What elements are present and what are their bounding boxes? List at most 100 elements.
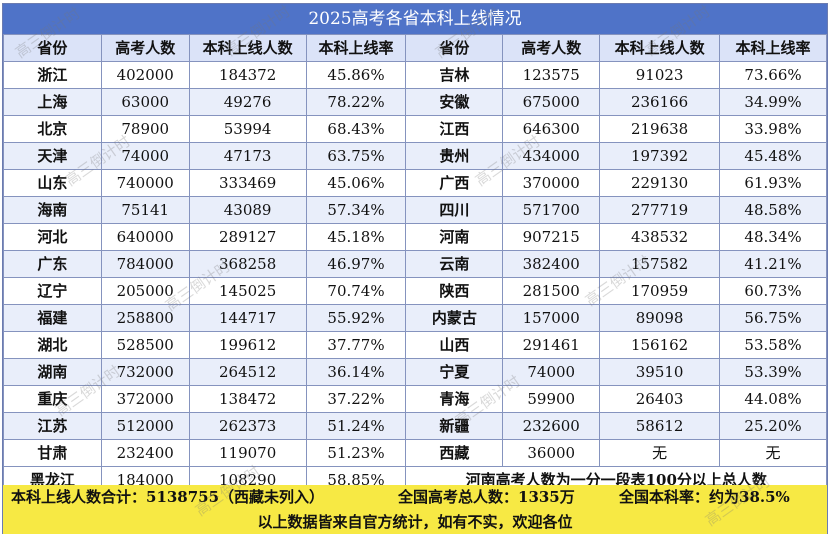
- header-row: 省份 高考人数 本科上线人数 本科上线率 省份 高考人数 本科上线人数 本科上线…: [3, 34, 827, 62]
- cell-candidates: 382400: [502, 250, 601, 278]
- cell-rate: 55.92%: [305, 304, 407, 332]
- cell-admitted: 219638: [599, 115, 721, 143]
- cell-rate: 36.14%: [305, 358, 407, 386]
- table-row: 湖南 732000 264512 36.14% 宁夏 74000 39510 53.39%: [3, 358, 827, 386]
- cell-province: 江苏: [3, 412, 102, 440]
- cell-province: 新疆: [405, 412, 504, 440]
- cell-province: 福建: [3, 304, 102, 332]
- cell-province: 四川: [405, 196, 504, 224]
- cell-province: 河北: [3, 223, 102, 251]
- cell-rate: 33.98%: [719, 115, 827, 143]
- cell-province: 山西: [405, 331, 504, 359]
- cell-candidates: 75141: [100, 196, 190, 224]
- cell-rate: 45.06%: [305, 169, 407, 197]
- cell-rate: 45.18%: [305, 223, 407, 251]
- table-row: 甘肃 232400 119070 51.23% 西藏 36000 无无: [3, 439, 827, 467]
- cell-candidates: 36000: [502, 439, 601, 467]
- col-header-rate: 本科上线率: [305, 34, 407, 62]
- cell-rate: 37.77%: [305, 331, 407, 359]
- cell-candidates: 434000: [502, 142, 601, 170]
- cell-province: 辽宁: [3, 277, 102, 305]
- cell-rate: 34.99%: [719, 88, 827, 116]
- cell-rate: 57.34%: [305, 196, 407, 224]
- cell-rate: 无: [719, 439, 827, 467]
- cell-province: 天津: [3, 142, 102, 170]
- cell-rate: 61.93%: [719, 169, 827, 197]
- cell-rate: 78.22%: [305, 88, 407, 116]
- cell-rate: 53.39%: [719, 358, 827, 386]
- cell-rate: 68.43%: [305, 115, 407, 143]
- cell-province: 宁夏: [405, 358, 504, 386]
- table-row: 海南 75141 43089 57.34% 四川 571700 277719 48.58%: [3, 196, 827, 224]
- cell-candidates: 123575: [502, 61, 601, 89]
- col-header-admitted: 本科上线人数: [188, 34, 307, 62]
- cell-rate: 70.74%: [305, 277, 407, 305]
- cell-admitted: 277719: [599, 196, 721, 224]
- cell-candidates: 784000: [100, 250, 190, 278]
- cell-admitted: 170959: [599, 277, 721, 305]
- cell-province: 湖南: [3, 358, 102, 386]
- cell-candidates: 258800: [100, 304, 190, 332]
- admission-table-sheet: 2025高考各省本科上线情况 省份 高考人数 本科上线人数 本科上线率 省份 高…: [2, 3, 828, 534]
- cell-admitted: 91023: [599, 61, 721, 89]
- cell-candidates: 205000: [100, 277, 190, 305]
- cell-admitted: 58612: [599, 412, 721, 440]
- table-row: 上海 63000 49276 78.22% 安徽 675000 236166 34.99%: [3, 88, 827, 116]
- cell-rate: 45.48%: [719, 142, 827, 170]
- cell-province: 广西: [405, 169, 504, 197]
- cell-admitted: 53994: [188, 115, 307, 143]
- col-header-candidates: 高考人数: [502, 34, 601, 62]
- cell-admitted: 262373: [188, 412, 307, 440]
- cell-province: 上海: [3, 88, 102, 116]
- cell-admitted: 438532: [599, 223, 721, 251]
- cell-province: 浙江: [3, 61, 102, 89]
- cell-candidates: 157000: [502, 304, 601, 332]
- cell-admitted: 49276: [188, 88, 307, 116]
- table-row: 河北 640000 289127 45.18% 河南 907215 438532 48.34%: [3, 223, 827, 251]
- cell-rate: 48.34%: [719, 223, 827, 251]
- cell-admitted: 26403: [599, 385, 721, 413]
- cell-rate: 63.75%: [305, 142, 407, 170]
- cell-rate: 51.23%: [305, 439, 407, 467]
- cell-admitted: 184372: [188, 61, 307, 89]
- cell-province: 甘肃: [3, 439, 102, 467]
- cell-candidates: 74000: [502, 358, 601, 386]
- cell-candidates: 528500: [100, 331, 190, 359]
- cell-candidates: 281500: [502, 277, 601, 305]
- table-row: 重庆 372000 138472 37.22% 青海 59900 26403 44.08%: [3, 385, 827, 413]
- summary-national-rate: 全国本科率：约为38.5%: [619, 488, 790, 506]
- cell-rate: 44.08%: [719, 385, 827, 413]
- summary-bar: 本科上线人数合计：5138755（西藏未列入） 全国高考总人数：1335万 全国…: [3, 485, 827, 510]
- cell-rate: 41.21%: [719, 250, 827, 278]
- cell-rate: 37.22%: [305, 385, 407, 413]
- cell-admitted: 无: [599, 439, 721, 467]
- cell-candidates: 78900: [100, 115, 190, 143]
- summary-total-candidates: 全国高考总人数：1335万: [398, 488, 575, 506]
- summary-total-admitted: 本科上线人数合计：5138755（西藏未列入）: [11, 488, 325, 506]
- cell-admitted: 368258: [188, 250, 307, 278]
- col-header-candidates: 高考人数: [100, 34, 190, 62]
- cell-rate: 73.66%: [719, 61, 827, 89]
- col-header-rate: 本科上线率: [719, 34, 827, 62]
- cell-province: 云南: [405, 250, 504, 278]
- cell-province: 内蒙古: [405, 304, 504, 332]
- footer-note: 以上数据皆来自官方统计，如有不实，欢迎各位: [3, 510, 827, 534]
- cell-candidates: 640000: [100, 223, 190, 251]
- col-header-province: 省份: [405, 34, 504, 62]
- cell-admitted: 236166: [599, 88, 721, 116]
- table-row: 天津 74000 47173 63.75% 贵州 434000 197392 45.48%: [3, 142, 827, 170]
- cell-candidates: 232600: [502, 412, 601, 440]
- cell-candidates: 907215: [502, 223, 601, 251]
- cell-admitted: 144717: [188, 304, 307, 332]
- table-row: 北京 78900 53994 68.43% 江西 646300 219638 33.98%: [3, 115, 827, 143]
- cell-province: 河南: [405, 223, 504, 251]
- cell-candidates: 402000: [100, 61, 190, 89]
- cell-candidates: 732000: [100, 358, 190, 386]
- cell-candidates: 646300: [502, 115, 601, 143]
- cell-admitted: 197392: [599, 142, 721, 170]
- table-row: 福建 258800 144717 55.92% 内蒙古 157000 89098 56.75%: [3, 304, 827, 332]
- cell-candidates: 59900: [502, 385, 601, 413]
- cell-rate: 60.73%: [719, 277, 827, 305]
- cell-province: 北京: [3, 115, 102, 143]
- cell-province: 江西: [405, 115, 504, 143]
